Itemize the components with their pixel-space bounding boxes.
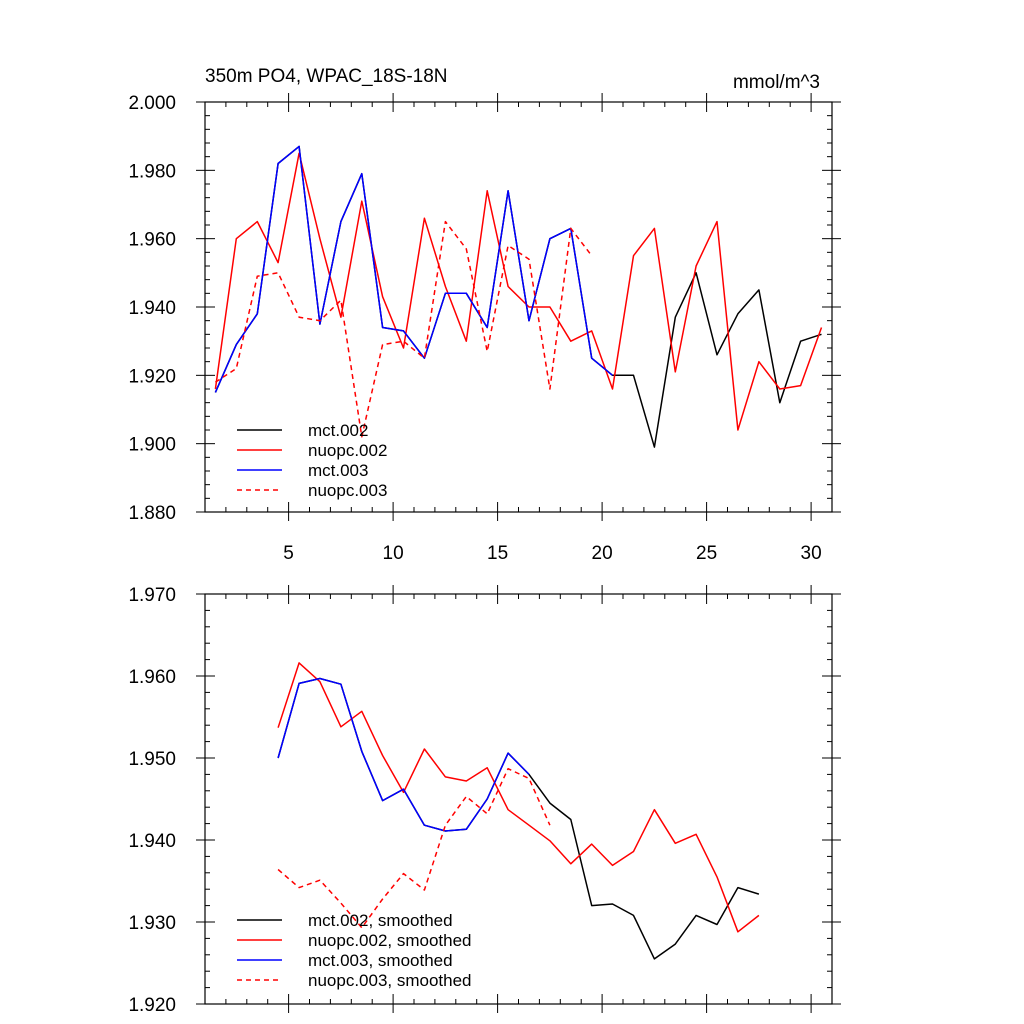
legend-label: mct.003: [308, 461, 368, 480]
series-line-nuopc-002: [214, 152, 823, 431]
series-line-nuopc-002-smoothed: [277, 662, 760, 933]
y-tick-label: 1.920: [128, 995, 176, 1016]
y-tick-label: 1.900: [128, 435, 176, 456]
series-line-nuopc-003: [214, 220, 593, 438]
y-tick-label: 2.000: [128, 93, 176, 114]
y-tick-label: 1.940: [128, 298, 176, 319]
y-tick-label: 1.970: [128, 585, 176, 606]
y-tick-label: 1.960: [128, 667, 176, 688]
legend-label: mct.003, smoothed: [308, 951, 453, 970]
legend-label: mct.002, smoothed: [308, 911, 453, 930]
legend-label: nuopc.002: [308, 441, 387, 460]
y-tick-label: 1.880: [128, 503, 176, 524]
legend-label: nuopc.003, smoothed: [308, 971, 472, 990]
x-tick-label: 5: [283, 543, 294, 564]
y-tick-label: 1.940: [128, 831, 176, 852]
x-tick-label: 30: [801, 543, 822, 564]
x-tick-label: 25: [696, 543, 717, 564]
series-line-nuopc-003-smoothed: [277, 767, 551, 929]
legend-label: nuopc.003: [308, 481, 387, 500]
chart-title: 350m PO4, WPAC_18S-18N: [205, 66, 448, 87]
y-tick-label: 1.980: [128, 161, 176, 182]
series-line-mct-003: [214, 145, 613, 393]
y-tick-label: 1.930: [128, 913, 176, 934]
units-label: mmol/m^3: [733, 72, 820, 93]
y-tick-label: 1.960: [128, 230, 176, 251]
plot-frame-0: [204, 101, 833, 513]
plot-frame-1: [204, 593, 833, 1005]
bottom-panel: 1.920 1.930 1.940 1.950 1.960 1.970 mct.002, s…: [128, 585, 841, 1016]
y-tick-label: 1.950: [128, 749, 176, 770]
x-tick-label: 10: [383, 543, 404, 564]
x-tick-label: 20: [592, 543, 613, 564]
y-tick-label: 1.920: [128, 366, 176, 387]
x-tick-label: 15: [487, 543, 508, 564]
series-line-mct-003-smoothed: [277, 677, 530, 832]
legend-label: nuopc.002, smoothed: [308, 931, 472, 950]
top-panel: 5 10 15 20 25 30 1.880 1.900 1.920 1.940 1.960 1.98…: [128, 66, 841, 564]
legend-label: mct.002: [308, 421, 368, 440]
